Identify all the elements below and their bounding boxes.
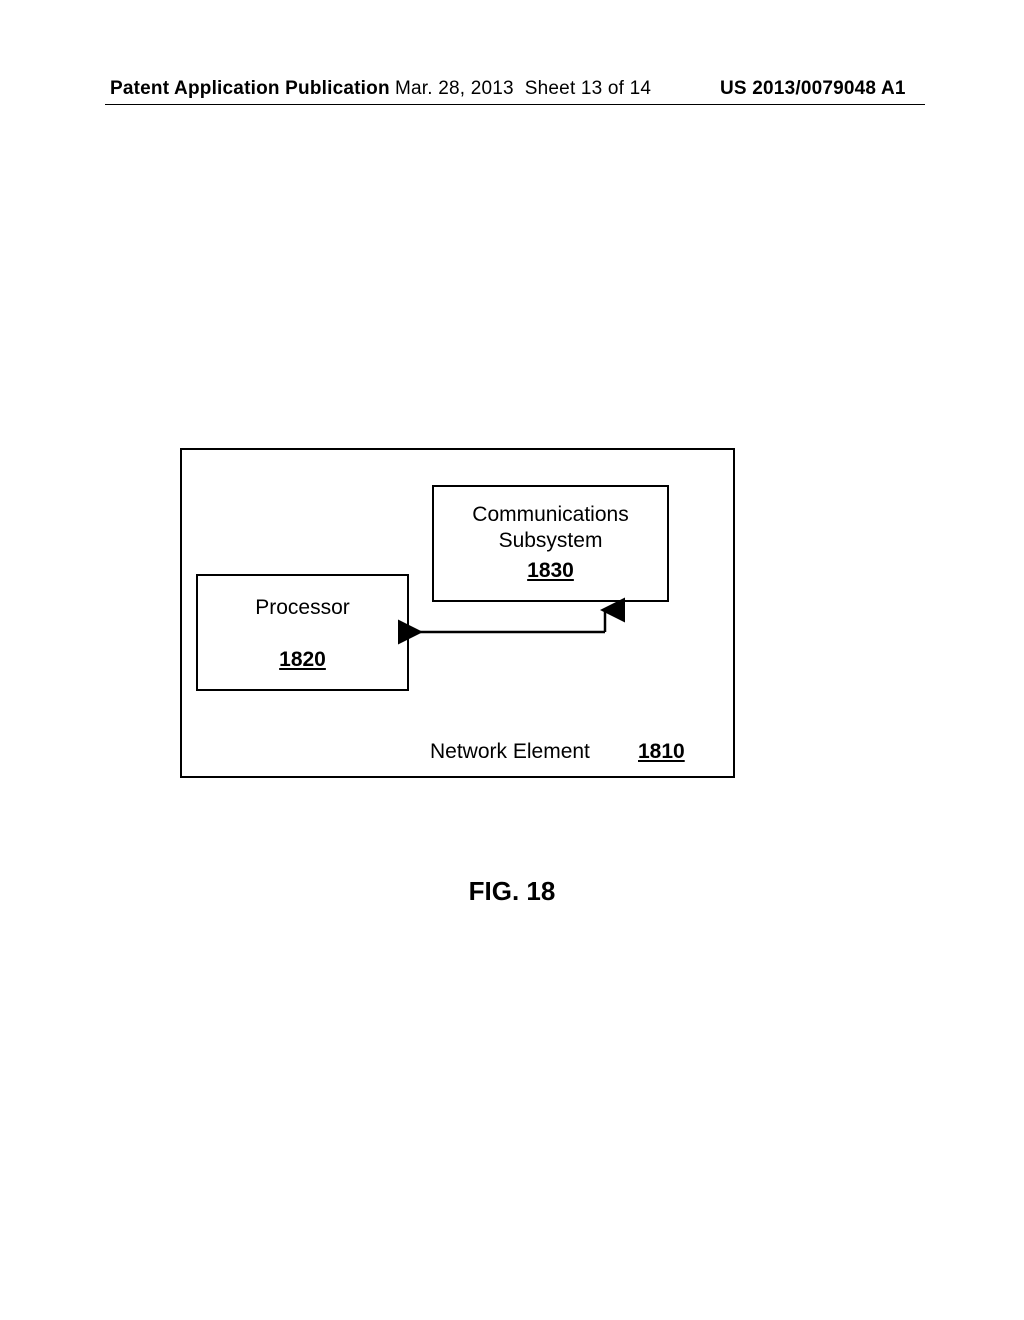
network-element-refnum: 1810: [638, 740, 685, 764]
figure-label: FIG. 18: [0, 876, 1024, 907]
communications-label-1: Communications: [434, 503, 667, 527]
communications-subsystem-box: Communications Subsystem 1830: [432, 485, 669, 602]
processor-label: Processor: [198, 596, 407, 620]
header-rule: [105, 104, 925, 105]
sheet-number: Sheet 13 of 14: [525, 78, 651, 99]
network-element-label: Network Element: [430, 740, 590, 764]
communications-label-2: Subsystem: [434, 529, 667, 553]
publication-date: Mar. 28, 2013: [395, 78, 514, 99]
processor-refnum: 1820: [198, 648, 407, 672]
publication-type: Patent Application Publication: [110, 78, 390, 100]
processor-box: Processor 1820: [196, 574, 409, 691]
communications-refnum: 1830: [434, 559, 667, 583]
publication-number: US 2013/0079048 A1: [720, 78, 906, 100]
publication-date-sheet: Mar. 28, 2013 Sheet 13 of 14: [395, 78, 651, 100]
